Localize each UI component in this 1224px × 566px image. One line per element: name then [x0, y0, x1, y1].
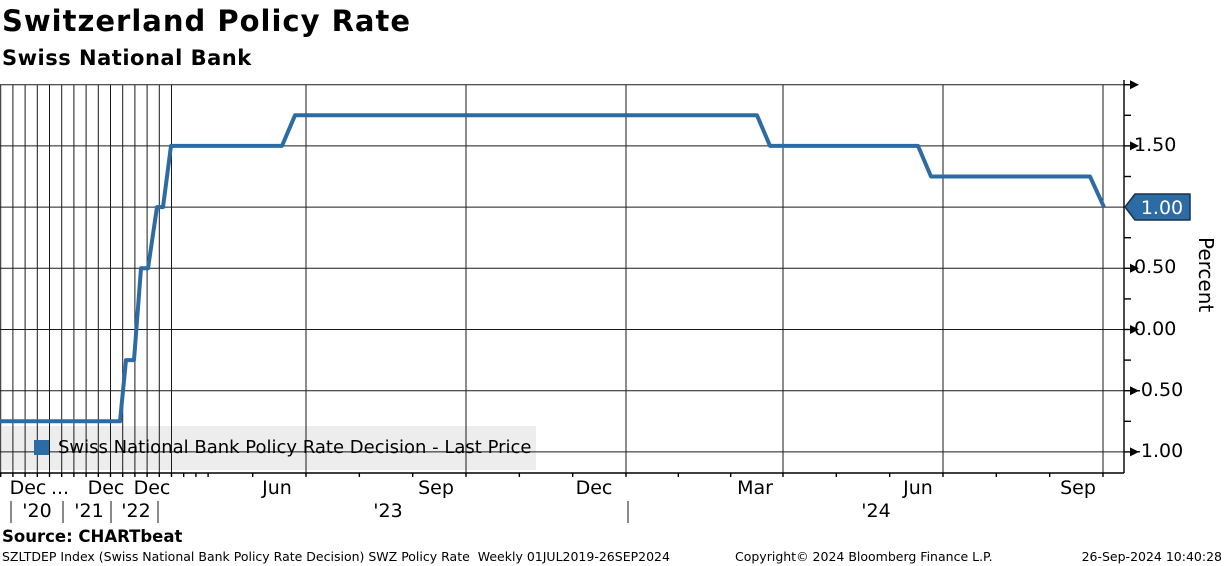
y-tick-label: -1.00	[1134, 439, 1184, 462]
y-tick-label: 0.00	[1134, 317, 1177, 340]
x-tick-year-label: '22	[121, 500, 151, 522]
x-axis-year-labels: '20 '21 '22 '23 '24	[0, 500, 1224, 524]
y-tick-label: -0.50	[1134, 378, 1184, 401]
x-tick-month-label: Sep	[418, 477, 454, 499]
x-tick-month-label: ...	[50, 477, 70, 499]
x-tick-month-label: Dec	[575, 477, 613, 499]
x-tick-month-label: Jun	[262, 477, 292, 499]
y-tick-label: 0.50	[1134, 256, 1177, 279]
axis-arrow-tick	[1130, 447, 1139, 457]
x-tick-month-label: Sep	[1060, 477, 1096, 499]
x-tick-month-label: Dec	[87, 477, 125, 499]
footer-datetime: 26-Sep-2024 10:40:28	[1081, 549, 1222, 564]
chart-title: Switzerland Policy Rate	[2, 4, 412, 38]
legend-marker-icon	[34, 440, 49, 455]
grid-lines	[0, 84, 1124, 473]
axis-arrow-tick	[1130, 263, 1139, 273]
y-axis-title: Percent	[1194, 237, 1218, 313]
legend-label: Swiss National Bank Policy Rate Decision…	[58, 437, 532, 458]
x-tick-month-label: Dec	[133, 477, 171, 499]
legend-background	[2, 426, 536, 470]
footer-copyright: Copyright© 2024 Bloomberg Finance L.P.	[735, 549, 993, 564]
legend: Swiss National Bank Policy Rate Decision…	[34, 437, 531, 458]
source-line: Source: CHARTbeat	[2, 527, 183, 546]
year-separator	[10, 501, 12, 523]
x-tick-year-label: '23	[373, 500, 403, 522]
year-separator	[62, 501, 64, 523]
x-tick-year-label: '20	[22, 500, 52, 522]
last-price-badge-shape	[1124, 193, 1191, 221]
axis-arrow-tick	[1130, 141, 1139, 151]
footer-security-info: SZLTDEP Index (Swiss National Bank Polic…	[2, 549, 670, 564]
axis-arrow-tick	[1130, 325, 1139, 334]
y-tick-label: 1.50	[1134, 133, 1177, 156]
x-tick-year-label: '24	[861, 500, 891, 522]
year-separator	[157, 501, 159, 523]
axis-frame	[0, 80, 1139, 477]
axis-arrow-tick	[1130, 386, 1139, 396]
x-tick-month-label: Jun	[903, 477, 933, 499]
policy-rate-line	[0, 113, 1106, 424]
x-tick-month-label: Mar	[737, 477, 773, 499]
axis-arrow-tick	[1130, 80, 1139, 90]
year-separator	[627, 501, 629, 523]
last-price-badge: 1.00	[1124, 193, 1191, 221]
x-tick-month-label: Dec	[9, 477, 47, 499]
last-price-badge-value: 1.00	[1141, 197, 1183, 219]
chart-canvas: 1.00	[0, 80, 1191, 477]
x-tick-year-label: '21	[74, 500, 104, 522]
chart-subtitle: Swiss National Bank	[2, 46, 252, 70]
legend-box	[2, 426, 536, 470]
year-separator	[110, 501, 112, 523]
x-axis-month-labels: Dec... Dec Dec Jun Sep Dec Mar Jun Sep	[0, 477, 1224, 500]
